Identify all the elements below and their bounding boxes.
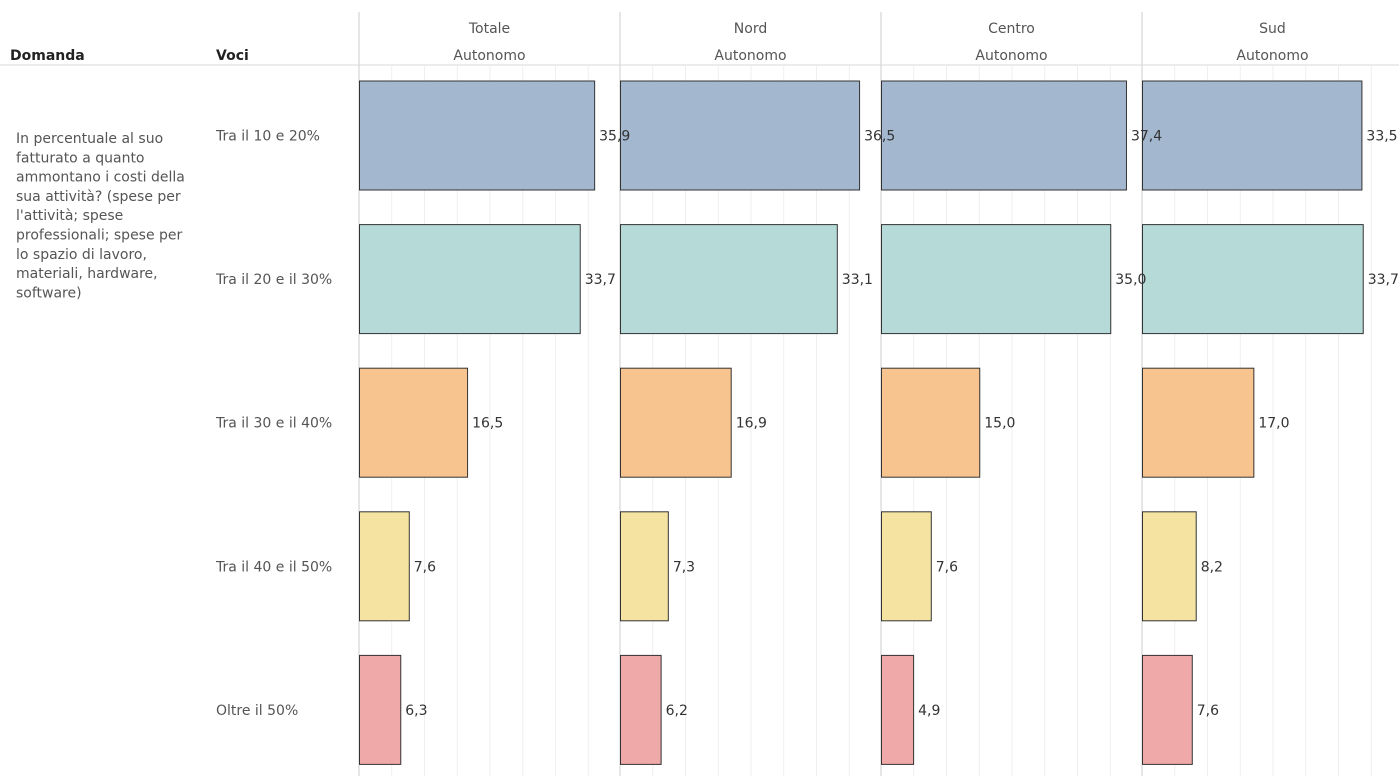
bar <box>1142 80 1363 191</box>
value-label: 4,9 <box>918 703 940 719</box>
value-label: 33,7 <box>585 272 616 288</box>
question-line: In percentuale al suo <box>16 131 163 147</box>
values-layer: 35,9 33,7 16,5 7,6 6,3 36,5 33,1 16,9 7,3 6,2 37,4… <box>405 129 1399 719</box>
bar <box>620 224 838 335</box>
bar <box>620 80 861 191</box>
value-label: 15,0 <box>984 416 1015 432</box>
bar <box>881 80 1127 191</box>
value-label: 35,9 <box>599 129 630 145</box>
category-label: Oltre il 50% <box>216 703 298 719</box>
panel-title-line1: Nord <box>734 21 767 37</box>
value-label: 37,4 <box>1131 129 1162 145</box>
bar <box>881 367 981 478</box>
bar <box>359 367 469 478</box>
bars-layer <box>359 80 1364 765</box>
question-line: sua attività? (spese per <box>16 189 181 205</box>
value-label: 17,0 <box>1258 416 1289 432</box>
bar <box>359 654 402 765</box>
bar <box>359 511 410 622</box>
panel-title-line1: Centro <box>988 21 1035 37</box>
value-label: 16,5 <box>472 416 503 432</box>
panel-title-line2: Autonomo <box>714 48 786 64</box>
value-label: 7,3 <box>673 559 695 575</box>
category-label: Tra il 30 e il 40% <box>215 416 332 432</box>
panel-title-line1: Sud <box>1259 21 1286 37</box>
category-label: Tra il 20 e il 30% <box>215 272 332 288</box>
value-label: 8,2 <box>1201 559 1223 575</box>
question-line: l'attività; spese <box>16 208 123 224</box>
value-label: 7,6 <box>936 559 958 575</box>
value-label: 6,3 <box>405 703 427 719</box>
question-line: lo spazio di lavoro, <box>16 247 147 263</box>
value-label: 7,6 <box>414 559 436 575</box>
panel-title-line2: Autonomo <box>1236 48 1308 64</box>
bar <box>881 224 1112 335</box>
category-label: Tra il 40 e il 50% <box>215 559 332 575</box>
bar <box>620 654 662 765</box>
panel-title-line2: Autonomo <box>975 48 1047 64</box>
value-label: 33,5 <box>1366 129 1397 145</box>
bar <box>1142 654 1193 765</box>
question-line: materiali, hardware, <box>16 266 158 282</box>
value-label: 33,7 <box>1368 272 1399 288</box>
bar <box>1142 224 1364 335</box>
question-line: software) <box>16 285 82 301</box>
bar <box>359 80 596 191</box>
bar <box>1142 511 1197 622</box>
bar <box>881 654 915 765</box>
bar <box>620 511 669 622</box>
bar <box>1142 367 1255 478</box>
question-text: In percentuale al suo fatturato a quanto a… <box>16 131 185 301</box>
bar <box>620 367 732 478</box>
value-label: 36,5 <box>864 129 895 145</box>
bar <box>359 224 581 335</box>
header-items: Voci <box>216 48 249 64</box>
value-label: 16,9 <box>736 416 767 432</box>
value-label: 33,1 <box>842 272 873 288</box>
value-label: 35,0 <box>1115 272 1146 288</box>
question-line: fatturato a quanto <box>16 150 145 166</box>
value-label: 7,6 <box>1197 703 1219 719</box>
panel-titles: Totale Autonomo Nord Autonomo Centro Autonomo… <box>453 21 1308 64</box>
value-label: 6,2 <box>666 703 688 719</box>
question-line: ammontano i costi della <box>16 170 185 186</box>
header-question: Domanda <box>10 48 85 64</box>
panel-title-line1: Totale <box>468 21 510 37</box>
question-line: professionali; spese per <box>16 228 183 244</box>
bar <box>881 511 932 622</box>
category-labels: Tra il 10 e 20% Tra il 20 e il 30% Tra il … <box>215 129 332 719</box>
panel-title-line2: Autonomo <box>453 48 525 64</box>
category-label: Tra il 10 e 20% <box>215 129 320 145</box>
